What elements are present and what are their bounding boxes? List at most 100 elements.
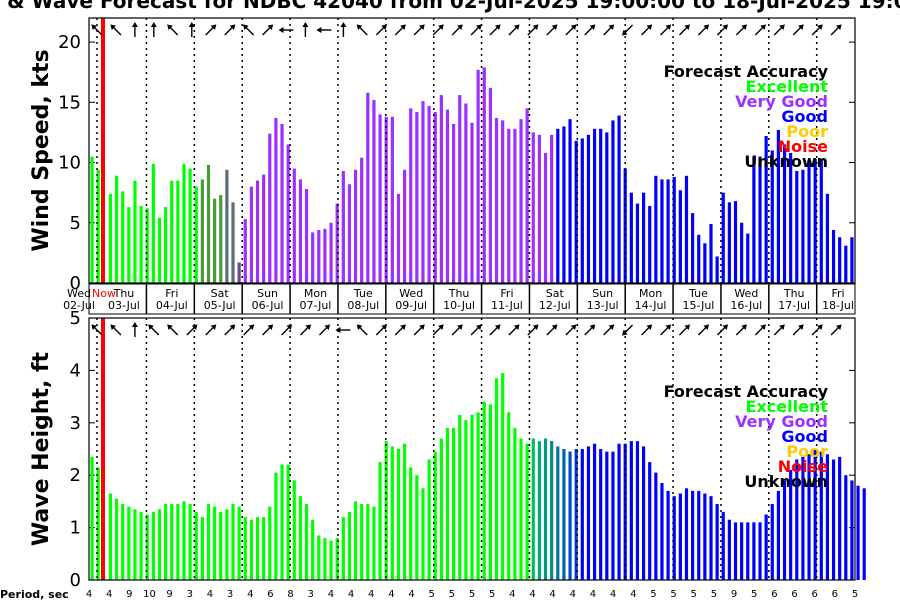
period-tick-label: 4	[106, 589, 112, 600]
direction-arrow	[375, 324, 387, 336]
bar	[139, 205, 143, 283]
arrow-head	[131, 322, 138, 327]
bar	[770, 504, 774, 580]
arrow-head	[608, 324, 615, 330]
bar	[366, 92, 370, 284]
bar	[543, 152, 548, 283]
bar	[666, 490, 670, 580]
bar	[782, 144, 787, 283]
bar	[684, 175, 689, 283]
bar	[758, 522, 762, 580]
bar	[789, 469, 793, 580]
bar	[396, 449, 401, 580]
arrow-head	[267, 24, 274, 30]
arrow-head	[229, 324, 236, 330]
bar	[268, 133, 272, 283]
arrow-head	[798, 24, 804, 30]
bar	[550, 134, 554, 283]
day-name-label: Thu	[783, 287, 805, 300]
bar	[507, 128, 511, 283]
day-strip-frame	[88, 283, 856, 315]
bar	[304, 504, 309, 580]
period-tick-label: 4	[509, 589, 515, 600]
bar	[586, 134, 591, 283]
direction-arrow	[110, 324, 122, 336]
day-name-label: Wed	[399, 287, 423, 300]
bar	[494, 117, 499, 283]
arrow-head	[779, 324, 785, 330]
bar	[96, 467, 100, 580]
direction-arrow	[224, 324, 236, 336]
arrow-head	[817, 24, 823, 30]
bar	[335, 203, 339, 283]
arrow-head	[684, 24, 691, 30]
direction-arrow	[110, 24, 122, 36]
day-name-label: Fri	[165, 287, 178, 300]
arrow-head	[286, 324, 293, 330]
bar	[537, 441, 541, 580]
arrow-head	[305, 324, 312, 330]
period-tick-label: 5	[691, 589, 697, 600]
direction-arrow	[148, 324, 160, 336]
direction-arrow	[413, 324, 425, 336]
direction-arrow	[603, 24, 615, 36]
direction-arrow	[205, 324, 217, 336]
bar	[145, 514, 149, 580]
arrow-head	[188, 22, 195, 27]
bar	[323, 538, 327, 580]
direction-arrow	[413, 24, 425, 36]
direction-arrow	[394, 24, 406, 36]
legend-entry: Poor	[786, 442, 828, 461]
bar	[176, 180, 180, 283]
day-name-label: Sat	[546, 287, 565, 300]
direction-arrow	[186, 324, 198, 336]
bar	[170, 180, 174, 283]
bar	[360, 157, 364, 283]
bar	[170, 504, 174, 580]
arrow-head	[646, 24, 653, 30]
bar	[341, 170, 345, 283]
bar	[243, 219, 247, 283]
direction-arrow	[432, 324, 444, 336]
arrow-head	[278, 27, 284, 33]
direction-arrow	[754, 324, 766, 336]
bar	[831, 230, 836, 283]
legend-entry: Very Good	[735, 92, 828, 111]
arrow-head	[210, 324, 217, 330]
direction-arrow	[697, 324, 710, 336]
bar	[151, 511, 155, 580]
bar	[641, 192, 646, 283]
day-name-label: Sat	[211, 287, 230, 300]
bar	[427, 459, 431, 580]
bar	[801, 456, 805, 580]
bar	[274, 117, 278, 283]
legend-entry: Good	[781, 107, 828, 126]
legend-entry: Good	[781, 427, 828, 446]
arrow-head	[335, 327, 341, 333]
bar	[188, 504, 192, 580]
direction-arrow	[302, 22, 309, 37]
arrow-head	[608, 24, 615, 30]
direction-arrow	[167, 24, 179, 36]
direction-arrow	[830, 324, 842, 336]
bar	[206, 504, 211, 580]
y-tick-label: 10	[58, 153, 81, 174]
bar	[807, 454, 811, 580]
direction-arrow	[660, 324, 672, 336]
arrow-head	[513, 24, 520, 30]
direction-arrow	[508, 324, 520, 336]
bar	[157, 217, 162, 283]
bar	[709, 496, 713, 580]
period-axis-label: Period, sec	[0, 588, 69, 600]
bar	[758, 156, 762, 283]
bar	[746, 522, 750, 580]
bar	[727, 519, 731, 580]
direction-arrow	[641, 24, 653, 36]
bar	[825, 454, 830, 580]
bar	[550, 441, 554, 580]
bar	[329, 222, 333, 283]
day-date-label: 13-Jul	[587, 299, 619, 312]
bar	[219, 195, 223, 283]
bar	[776, 130, 780, 283]
